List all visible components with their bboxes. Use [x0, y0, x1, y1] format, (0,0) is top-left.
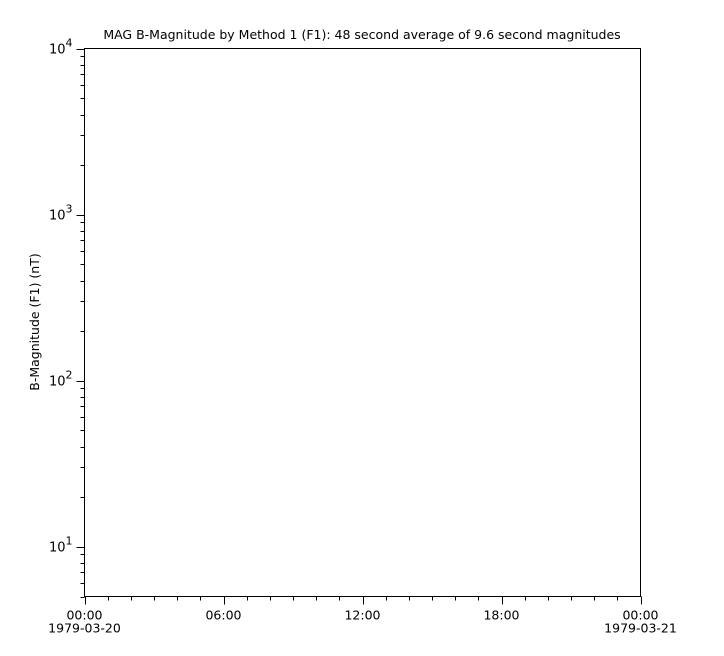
chart-title: MAG B-Magnitude by Method 1 (F1): 48 sec…: [103, 27, 620, 42]
x-tick-date-label: 1979-03-20: [48, 621, 121, 636]
x-tick-label: 12:00: [344, 608, 380, 623]
x-tick-label: 06:00: [205, 608, 241, 623]
y-tick-label: 101: [49, 535, 73, 556]
y-tick-label: 102: [49, 369, 73, 390]
y-tick-label: 104: [49, 37, 73, 58]
y-axis-label: B-Magnitude (F1) (nT): [27, 253, 42, 390]
x-tick-label: 00:00: [622, 608, 658, 623]
x-tick-label: 00:00: [66, 608, 102, 623]
y-axis: 101 102 103 104: [49, 37, 85, 598]
x-tick-date-label: 1979-03-21: [604, 621, 677, 636]
y-tick-label: 103: [49, 203, 73, 224]
plot-area: [84, 48, 641, 597]
x-tick-label: 18:00: [483, 608, 519, 623]
